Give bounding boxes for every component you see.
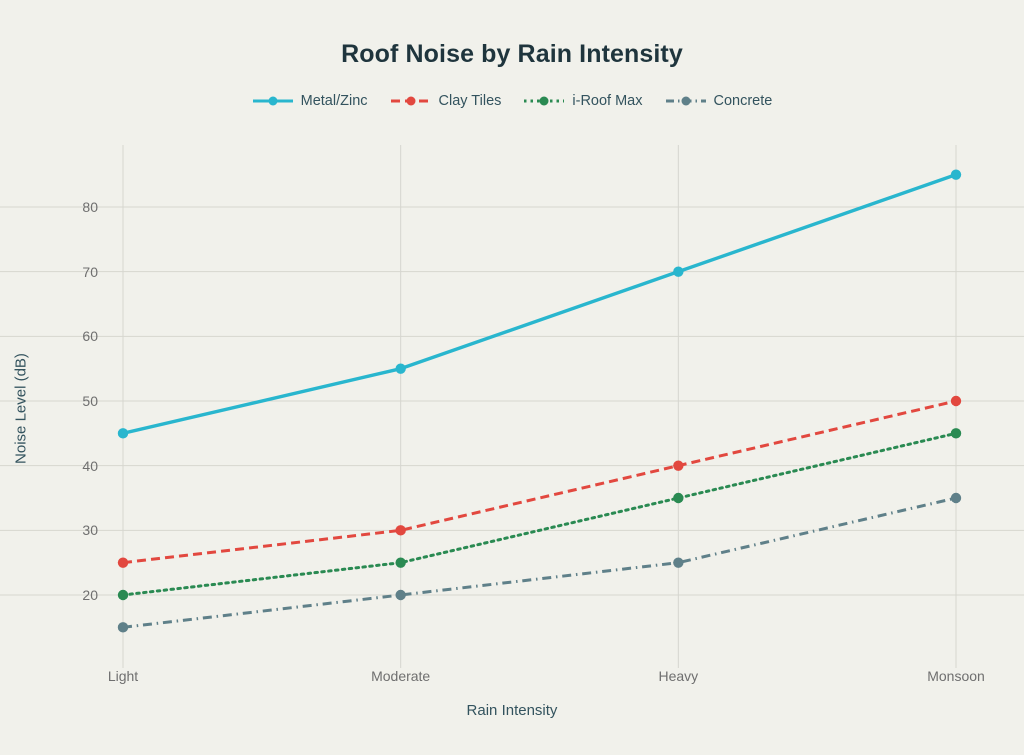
x-axis-tick-label: Moderate bbox=[371, 668, 431, 684]
legend-item-metal-zinc[interactable]: Metal/Zinc bbox=[252, 93, 368, 109]
data-point-marker[interactable] bbox=[117, 622, 129, 633]
y-axis-title: Noise Level (dB) bbox=[12, 353, 30, 464]
data-point-marker[interactable] bbox=[395, 525, 406, 536]
legend-item-concrete[interactable]: Concrete bbox=[665, 93, 773, 109]
data-point-marker[interactable] bbox=[673, 460, 684, 471]
x-axis-title: Rain Intensity bbox=[466, 702, 558, 719]
legend-label-i-roof-max: i-Roof Max bbox=[572, 93, 643, 109]
data-point-marker[interactable] bbox=[117, 428, 129, 439]
y-axis-tick-label: 20 bbox=[82, 587, 98, 603]
data-point-marker[interactable] bbox=[950, 169, 962, 180]
y-axis-tick-label: 40 bbox=[82, 457, 98, 474]
data-point-marker[interactable] bbox=[117, 589, 129, 601]
chart-title: Roof Noise by Rain Intensity bbox=[341, 40, 683, 68]
legend-swatch-dashdot-icon bbox=[665, 94, 707, 108]
data-point-marker[interactable] bbox=[673, 266, 684, 277]
series-line bbox=[122, 399, 957, 565]
data-point-marker[interactable] bbox=[950, 428, 962, 439]
data-point-marker[interactable] bbox=[395, 363, 406, 374]
y-axis-tick-label: 60 bbox=[82, 328, 98, 345]
series-line bbox=[122, 173, 957, 435]
x-axis-tick-label: Light bbox=[107, 668, 139, 684]
y-axis-tick-label: 50 bbox=[82, 393, 98, 409]
legend-swatch-dotted-icon bbox=[523, 94, 565, 108]
data-point-marker[interactable] bbox=[395, 557, 406, 568]
chart-legend: Metal/Zinc Clay Tiles i-Roof Max bbox=[0, 93, 1024, 109]
legend-swatch-solid-icon bbox=[252, 94, 294, 108]
y-axis-tick-label: 30 bbox=[82, 522, 98, 539]
legend-label-metal-zinc: Metal/Zinc bbox=[300, 93, 368, 109]
x-axis-tick-label: Heavy bbox=[658, 668, 699, 684]
data-point-marker[interactable] bbox=[673, 492, 684, 504]
legend-label-clay-tiles: Clay Tiles bbox=[438, 93, 502, 109]
y-axis-tick-label: 70 bbox=[82, 263, 98, 280]
series-line bbox=[121, 431, 958, 597]
legend-item-i-roof-max[interactable]: i-Roof Max bbox=[523, 93, 643, 109]
data-point-marker[interactable] bbox=[950, 395, 962, 407]
data-point-marker[interactable] bbox=[950, 492, 962, 504]
y-axis-tick-label: 80 bbox=[82, 199, 98, 215]
x-axis-tick-label: Monsoon bbox=[927, 668, 985, 684]
series-line bbox=[122, 496, 957, 629]
legend-label-concrete: Concrete bbox=[713, 93, 773, 109]
data-point-marker[interactable] bbox=[117, 557, 129, 568]
data-point-marker[interactable] bbox=[673, 557, 684, 568]
legend-item-clay-tiles[interactable]: Clay Tiles bbox=[390, 93, 502, 109]
legend-swatch-dashed-icon bbox=[390, 94, 432, 108]
data-point-marker[interactable] bbox=[395, 589, 406, 601]
